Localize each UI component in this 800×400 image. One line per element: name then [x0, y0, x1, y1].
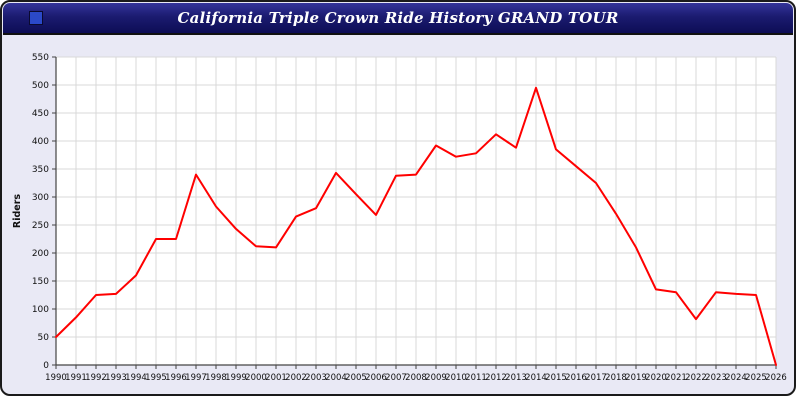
x-tick-label: 2008 [405, 373, 427, 383]
riders-line-chart: 0501001502002503003504004505005501990199… [12, 53, 787, 383]
x-tick-label: 2005 [345, 373, 367, 383]
x-tick-label: 2002 [285, 373, 307, 383]
y-tick-label: 250 [32, 221, 49, 231]
x-tick-label: 1996 [165, 373, 187, 383]
x-tick-label: 1994 [125, 373, 147, 383]
x-tick-label: 2022 [685, 373, 707, 383]
chart-title-bar: California Triple Crown Ride History GRA… [3, 3, 793, 35]
x-tick-label: 2023 [705, 373, 727, 383]
x-tick-label: 2018 [605, 373, 627, 383]
x-tick-label: 2015 [545, 373, 567, 383]
y-tick-label: 500 [32, 81, 49, 91]
x-tick-label: 2013 [505, 373, 527, 383]
x-tick-label: 2004 [325, 373, 347, 383]
x-tick-label: 2020 [645, 373, 667, 383]
x-tick-label: 2003 [305, 373, 327, 383]
x-tick-label: 2014 [525, 373, 547, 383]
y-axis-title: Riders [12, 194, 23, 229]
x-tick-label: 2019 [625, 373, 647, 383]
y-tick-label: 350 [32, 165, 49, 175]
x-tick-label: 2010 [445, 373, 467, 383]
x-tick-label: 2025 [745, 373, 767, 383]
x-tick-label: 1990 [45, 373, 67, 383]
x-tick-label: 2009 [425, 373, 447, 383]
y-tick-label: 200 [32, 249, 49, 259]
x-tick-label: 1991 [65, 373, 87, 383]
y-tick-label: 50 [38, 333, 50, 343]
y-tick-label: 550 [32, 53, 49, 63]
x-tick-label: 1992 [85, 373, 107, 383]
chart-area: 0 50 100 150 200 250 300 350 400 450 500 550 1990 199… [8, 43, 788, 394]
x-tick-label: 2017 [585, 373, 607, 383]
x-tick-label: 2012 [485, 373, 507, 383]
y-tick-label: 450 [32, 109, 49, 119]
y-tick-label: 100 [32, 305, 49, 315]
x-tick-label: 2011 [465, 373, 487, 383]
x-tick-label: 2026 [765, 373, 787, 383]
x-tick-label: 2016 [565, 373, 587, 383]
chart-title: California Triple Crown Ride History GRA… [177, 9, 619, 27]
x-tick-label: 1997 [185, 373, 207, 383]
x-tick-label: 1998 [205, 373, 227, 383]
x-tick-label: 2006 [365, 373, 387, 383]
y-tick-label: 0 [43, 361, 49, 371]
y-tick-label: 400 [32, 137, 49, 147]
x-tick-label: 2007 [385, 373, 407, 383]
riders-series-line [55, 86, 777, 366]
x-tick-label: 2024 [725, 373, 747, 383]
x-tick-label: 2001 [265, 373, 287, 383]
x-tick-label: 1995 [145, 373, 167, 383]
x-tick-label: 2000 [245, 373, 267, 383]
x-tick-label: 2021 [665, 373, 687, 383]
y-tick-label: 150 [32, 277, 49, 287]
x-tick-label: 1993 [105, 373, 127, 383]
window-icon [29, 11, 43, 25]
x-tick-label: 1999 [225, 373, 247, 383]
y-tick-label: 300 [32, 193, 49, 203]
